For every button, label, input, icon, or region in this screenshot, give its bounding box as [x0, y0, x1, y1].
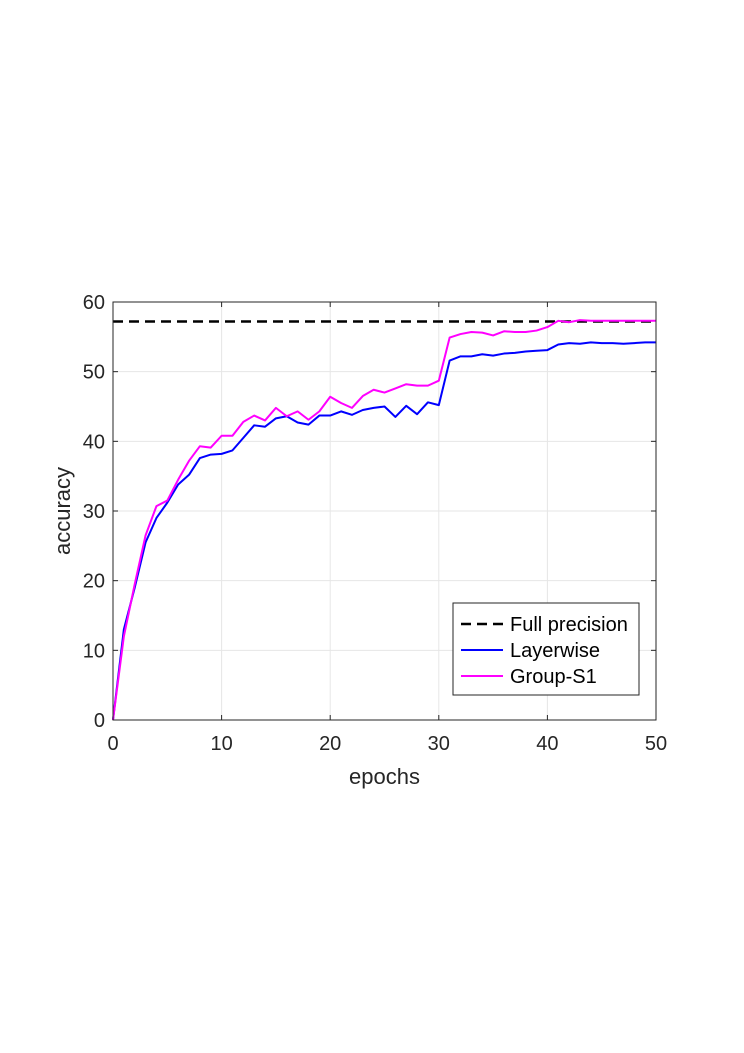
y-tick-label: 50 [83, 362, 105, 384]
series-line-group-s1 [112, 319, 656, 721]
y-tick-label: 20 [83, 571, 105, 593]
y-tick-label: 60 [83, 292, 105, 314]
series-line-layerwise [112, 341, 656, 721]
y-tick-label: 40 [83, 431, 105, 453]
x-tick-label: 50 [645, 733, 667, 755]
series-layer [112, 319, 656, 721]
legend-label: Group-S1 [510, 666, 597, 688]
x-axis-label: epochs [349, 764, 420, 789]
x-tick-label: 10 [210, 733, 232, 755]
y-tick-label: 0 [94, 710, 105, 732]
y-axis-label: accuracy [50, 467, 75, 555]
legend: Full precision Layerwise Group-S1 [452, 602, 640, 696]
x-tick-label: 40 [536, 733, 558, 755]
x-tick-label: 0 [107, 733, 118, 755]
legend-label: Full precision [510, 614, 628, 636]
legend-label: Layerwise [510, 640, 600, 662]
x-tick-label: 20 [319, 733, 341, 755]
axis-ticks: 0 10 20 30 40 50 0 10 20 30 40 50 60 [83, 292, 667, 755]
y-tick-label: 10 [83, 640, 105, 662]
y-tick-label: 30 [83, 501, 105, 523]
x-tick-label: 30 [428, 733, 450, 755]
